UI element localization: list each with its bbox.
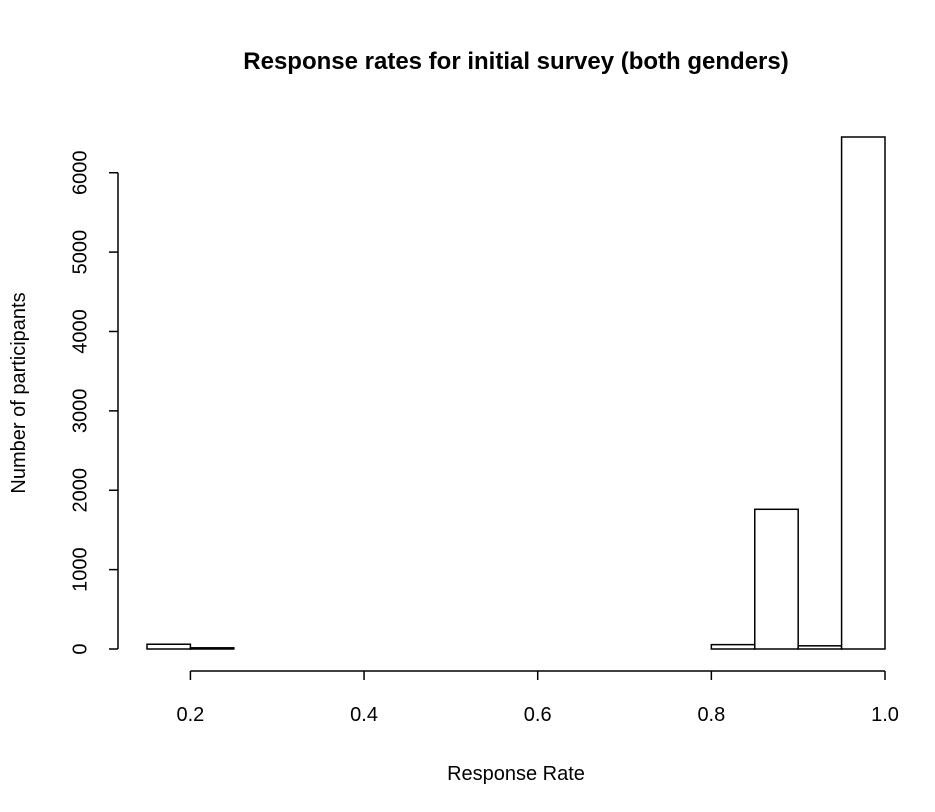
histogram-bar	[797, 645, 843, 650]
y-tick-label: 5000	[69, 230, 91, 275]
y-tick-label: 1000	[69, 547, 91, 592]
y-tick-label: 0	[69, 643, 91, 654]
histogram-bar	[189, 647, 235, 650]
x-tick-label: 0.4	[350, 704, 378, 726]
y-axis-label: Number of participants	[8, 292, 30, 493]
histogram-bar	[840, 136, 886, 650]
histogram-bar	[754, 508, 799, 650]
y-tick-label: 4000	[69, 309, 91, 354]
x-axis: 0.2 0.4 0.6 0.8 1.0	[177, 670, 899, 726]
x-tick-label: 0.6	[524, 704, 552, 726]
y-tick-label: 6000	[69, 150, 91, 195]
y-tick-label: 3000	[69, 389, 91, 434]
histogram-bar	[146, 643, 192, 650]
x-tick-label: 0.2	[177, 704, 205, 726]
x-tick-label: 0.8	[697, 704, 725, 726]
x-tick-label: 1.0	[871, 704, 899, 726]
y-tick-label: 2000	[69, 468, 91, 513]
x-axis-label: Response Rate	[447, 763, 585, 785]
y-axis: 0 1000 2000 3000 4000 5000 6000	[69, 150, 119, 655]
chart-title: Response rates for initial survey (both …	[243, 48, 788, 75]
histogram-bar	[710, 643, 756, 650]
bars-layer	[146, 136, 886, 650]
